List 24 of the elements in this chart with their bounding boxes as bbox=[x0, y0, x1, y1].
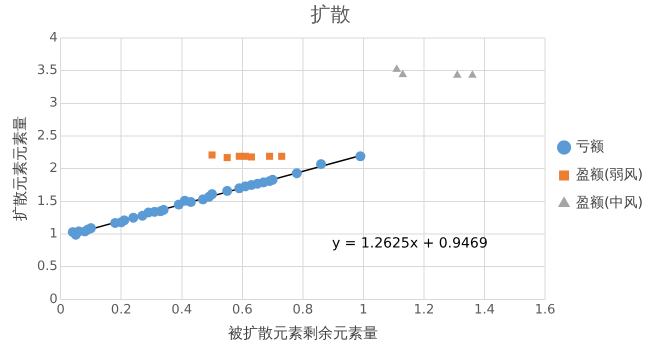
legend-label: 亏额 bbox=[576, 139, 604, 156]
y-tick-label: 0 bbox=[49, 292, 58, 307]
legend-label: 盈额(中风) bbox=[576, 195, 644, 212]
y-axis-title: 扩散元素元素量 bbox=[10, 116, 29, 222]
y-tick-label: 1.5 bbox=[36, 194, 58, 209]
x-tick-label: 1.2 bbox=[414, 302, 434, 318]
x-axis-title: 被扩散元素剩余元素量 bbox=[228, 324, 378, 342]
x-tick-label: 1 bbox=[359, 302, 368, 318]
x-tick-label: 0.2 bbox=[110, 302, 132, 318]
legend-label: 盈额(弱风) bbox=[576, 167, 644, 184]
x-tick-label: 1.4 bbox=[474, 302, 495, 318]
annotation: y = 1.2625x + 0.9469 bbox=[332, 235, 488, 252]
x-tick-label: 0.6 bbox=[232, 302, 253, 318]
y-tick-label: 0.5 bbox=[36, 259, 58, 274]
y-tick-label: 4 bbox=[49, 30, 58, 46]
y-tick-label: 2.5 bbox=[36, 128, 58, 144]
x-tick-label: 0.8 bbox=[292, 302, 314, 318]
y-tick-label: 3.5 bbox=[36, 63, 58, 78]
x-tick-label: 0.4 bbox=[171, 302, 192, 318]
x-tick-label: 1.6 bbox=[534, 302, 556, 318]
y-tick-label: 1 bbox=[49, 226, 58, 242]
y-tick-label: 2 bbox=[49, 161, 58, 176]
chart-title: 扩散 bbox=[310, 2, 350, 26]
y-tick-label: 3 bbox=[49, 96, 58, 111]
